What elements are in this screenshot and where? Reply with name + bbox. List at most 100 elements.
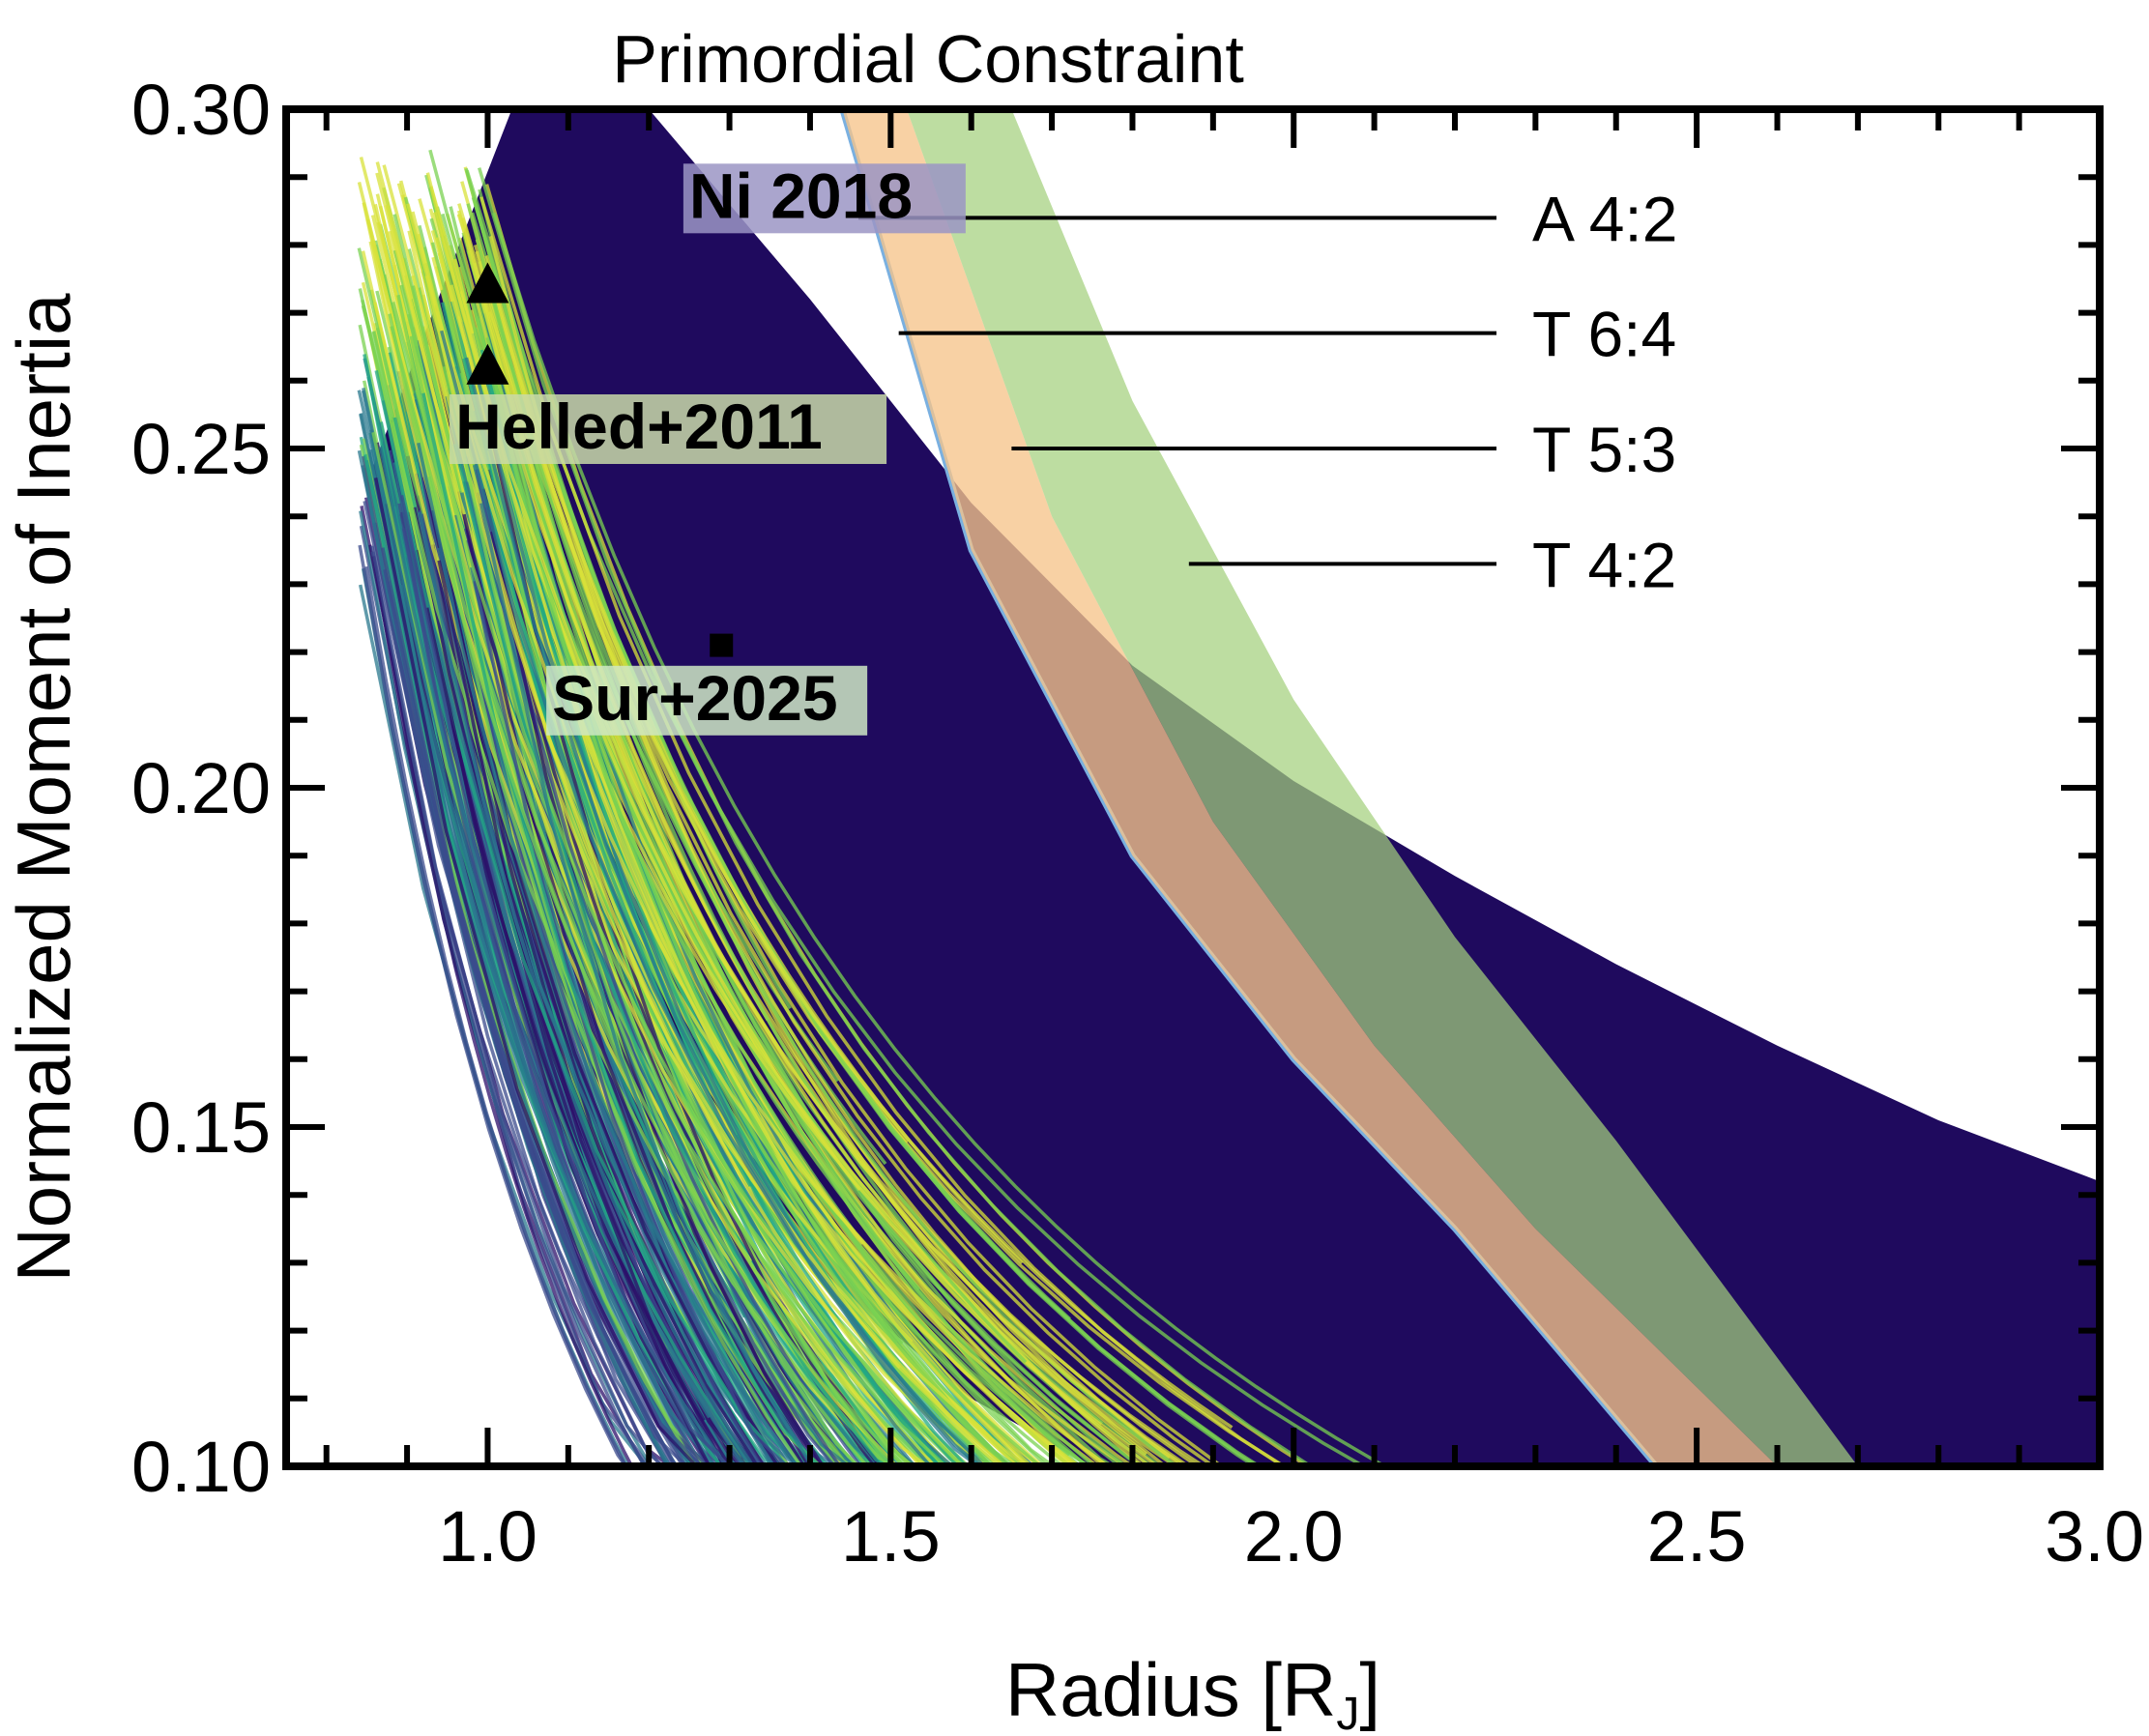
y-tick-label: 0.20	[131, 748, 271, 828]
model-track	[373, 482, 718, 1466]
model-track	[478, 167, 1315, 1466]
x-tick-label: 3.0	[2045, 1496, 2144, 1577]
annotation-bg	[682, 163, 966, 234]
model-track	[452, 258, 1031, 1466]
model-track	[388, 581, 672, 1466]
model-track	[456, 214, 1288, 1466]
model-track	[457, 491, 799, 1466]
band-t-6-4	[842, 109, 1778, 1466]
model-track	[411, 211, 1074, 1466]
model-track	[383, 568, 689, 1466]
x-tick-label: 1.0	[438, 1496, 537, 1577]
model-track	[465, 481, 859, 1466]
model-track	[363, 454, 724, 1466]
model-track	[475, 315, 1008, 1466]
reference-points-layer	[466, 262, 734, 657]
model-track	[440, 330, 987, 1466]
model-track	[359, 525, 673, 1466]
model-track	[491, 444, 883, 1466]
model-track	[401, 528, 703, 1466]
annotation-label: Sur+2025	[552, 662, 837, 734]
model-track	[461, 232, 1129, 1466]
model-track	[358, 544, 628, 1466]
x-axis-label: Radius [RJ]	[1005, 1647, 1380, 1736]
model-track	[471, 333, 980, 1466]
model-track	[357, 449, 729, 1466]
model-track	[462, 511, 838, 1466]
model-track	[370, 545, 664, 1466]
model-track	[405, 511, 732, 1466]
x-axis-label-main: Radius [R	[1005, 1647, 1336, 1732]
model-track	[475, 469, 863, 1466]
model-track	[359, 413, 716, 1466]
resonance-label: T 5:3	[1532, 414, 1676, 485]
model-track	[417, 442, 801, 1466]
model-track	[452, 444, 891, 1466]
model-track	[479, 196, 1287, 1466]
annotation-label: Ni 2018	[689, 159, 913, 231]
leader-lines-layer: A 4:2 T 6:4 T 5:3 T 4:2	[857, 183, 1677, 600]
reference-point-triangle	[466, 262, 509, 304]
resonance-label: T 4:2	[1532, 529, 1676, 600]
model-track	[445, 523, 779, 1466]
model-track	[427, 476, 824, 1466]
model-track	[361, 304, 896, 1466]
annotation-bg	[546, 665, 868, 736]
model-track	[464, 357, 982, 1466]
resonance-label: A 4:2	[1532, 183, 1677, 254]
model-track	[475, 298, 1057, 1466]
model-track	[363, 497, 695, 1466]
ticks-layer: 1.0 1.5 2.0 2.5 3.0 0.10 0.15 0.20 0.25 0.30	[131, 70, 2144, 1577]
reference-point-triangle	[466, 343, 509, 385]
model-track	[466, 203, 1179, 1466]
model-track	[388, 313, 839, 1403]
model-track	[490, 531, 826, 1466]
model-track	[472, 464, 852, 1466]
model-track	[430, 229, 1207, 1466]
model-track	[373, 302, 900, 1466]
x-axis-label-subscript: J	[1336, 1689, 1359, 1736]
model-track	[479, 349, 994, 1466]
model-track	[465, 169, 1368, 1466]
annotation-label: Helled+2011	[455, 391, 823, 462]
resonance-label: T 6:4	[1532, 299, 1676, 370]
y-tick-label: 0.25	[131, 409, 271, 489]
model-track	[424, 275, 966, 1466]
model-track	[370, 551, 647, 1466]
model-track	[475, 239, 1217, 1466]
annotation-bg	[450, 394, 887, 464]
model-track	[363, 501, 705, 1466]
model-track	[492, 212, 1389, 1466]
model-track	[473, 580, 790, 1466]
model-track	[457, 203, 1234, 1430]
model-track	[488, 286, 1028, 1364]
x-tick-label: 2.5	[1647, 1496, 1747, 1577]
model-track	[396, 294, 870, 1466]
model-track	[455, 383, 950, 1466]
model-track	[424, 174, 1145, 1466]
model-track	[390, 326, 948, 1466]
model-track	[479, 503, 814, 1466]
model-track	[477, 381, 984, 1466]
annotations-layer: Ni 2018 Helled+2011 Sur+2025	[450, 159, 966, 736]
model-track	[418, 198, 1161, 1466]
y-axis-label: Normalized Moment of Inertia	[1, 293, 86, 1283]
model-track	[371, 556, 634, 1466]
model-track	[421, 392, 823, 1466]
y-tick-label: 0.10	[131, 1427, 271, 1507]
x-tick-label: 2.0	[1244, 1496, 1344, 1577]
model-track	[399, 495, 732, 1466]
x-tick-label: 1.5	[841, 1496, 941, 1577]
model-track	[397, 503, 711, 1466]
model-track	[374, 370, 790, 1466]
plot-area	[357, 109, 2100, 1466]
model-track	[416, 495, 760, 1466]
model-track	[406, 203, 1171, 1461]
model-track	[430, 509, 780, 1466]
model-track	[470, 566, 788, 1466]
model-track	[441, 548, 749, 1466]
x-axis-label-suffix: ]	[1359, 1647, 1380, 1732]
model-track	[373, 477, 699, 1466]
model-track	[416, 233, 1136, 1466]
